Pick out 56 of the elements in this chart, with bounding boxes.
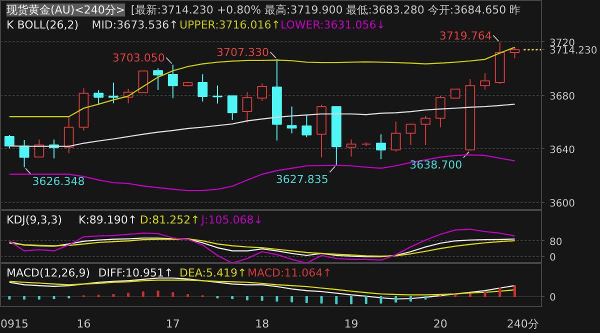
candlestick: [435, 95, 446, 128]
y-tick-label: 3680: [550, 91, 575, 102]
candlestick: [302, 114, 312, 138]
ref-line-label: 3714.230: [550, 46, 598, 57]
text: 3627.835: [276, 173, 328, 186]
chart-subtitle: [最新:3714.230 +0.80% 最高:3719.900 最低:3683.280 今开:3684.650 昨: [130, 4, 521, 16]
candlestick: [406, 123, 416, 146]
y-tick-label: 3600: [550, 198, 575, 210]
legend-title: K BOLL(26,2): [6, 18, 79, 32]
series-label: DIFF:10.951↑: [98, 266, 174, 280]
y-tick-label: 3640: [550, 144, 575, 156]
candlestick: [420, 115, 431, 146]
candlestick: [242, 92, 252, 123]
candlestick: [212, 85, 222, 104]
series-label: D:81.252↑: [140, 214, 200, 226]
candlestick: [510, 46, 520, 59]
text: 240分: [506, 318, 539, 330]
candlestick: [227, 95, 238, 120]
candlestick: [376, 134, 386, 160]
candlestick: [64, 116, 74, 154]
text: 3638.700: [410, 158, 462, 172]
x-tick-label: 19: [344, 318, 358, 330]
text: UPPER:3716.016↑: [180, 18, 280, 32]
y-tick-label: 0: [550, 252, 556, 264]
candlestick: [198, 74, 208, 102]
candlestick: [286, 106, 297, 134]
candlestick: [168, 64, 178, 99]
text: MID:3673.536↑: [92, 18, 178, 32]
candlestick: [4, 134, 14, 149]
x-tick-label: 20: [433, 318, 448, 330]
line-series: [8, 46, 516, 118]
line-series: [8, 228, 516, 263]
x-tick-label: 0915: [0, 318, 28, 330]
series-label: DEA:5.419↑: [180, 266, 247, 280]
series-label: K:89.190↑: [78, 214, 138, 226]
candlestick: [390, 121, 401, 152]
candlestick: [480, 72, 490, 90]
candlestick: [153, 68, 164, 90]
chart-title: 现货黄金(AU)<240分>: [6, 4, 126, 16]
x-tick-label: 17: [166, 318, 180, 330]
candlestick: [94, 90, 104, 106]
x-tick-label: 18: [255, 318, 270, 330]
candlestick: [138, 70, 148, 94]
x-tick-label: 16: [76, 318, 91, 330]
chart-title: KDJ(9,3,3): [6, 214, 62, 226]
series-label: J:105.068↓: [200, 214, 263, 226]
series-label: MACD:11.064↑: [248, 266, 332, 280]
text: 3626.348: [32, 175, 85, 188]
chart-title: MACD(12,26,9): [6, 266, 90, 280]
text: LOWER:3631.056↓: [280, 18, 386, 32]
text: 3719.764: [439, 29, 492, 42]
text: 3707.330: [216, 46, 269, 59]
text: 3703.050: [112, 52, 165, 65]
y-tick-label: 80: [550, 236, 562, 248]
candlestick: [257, 82, 268, 102]
candlestick: [346, 138, 356, 158]
